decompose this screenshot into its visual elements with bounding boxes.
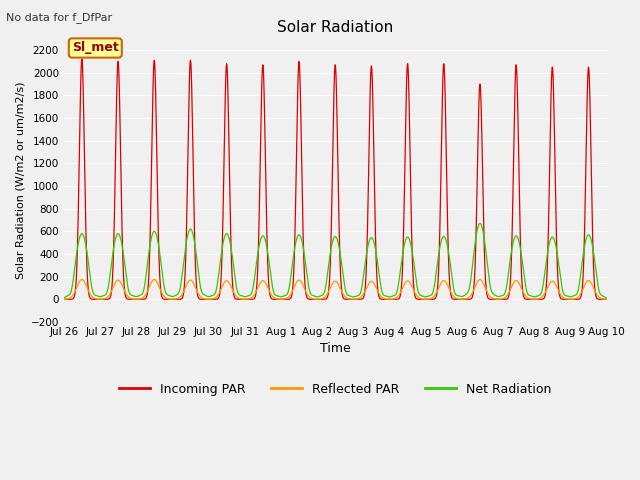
- Y-axis label: Solar Radiation (W/m2 or um/m2/s): Solar Radiation (W/m2 or um/m2/s): [15, 82, 25, 279]
- Text: No data for f_DfPar: No data for f_DfPar: [6, 12, 113, 23]
- Text: Sl_met: Sl_met: [72, 41, 118, 55]
- Legend: Incoming PAR, Reflected PAR, Net Radiation: Incoming PAR, Reflected PAR, Net Radiati…: [114, 378, 556, 401]
- Title: Solar Radiation: Solar Radiation: [277, 20, 394, 35]
- X-axis label: Time: Time: [320, 342, 351, 355]
